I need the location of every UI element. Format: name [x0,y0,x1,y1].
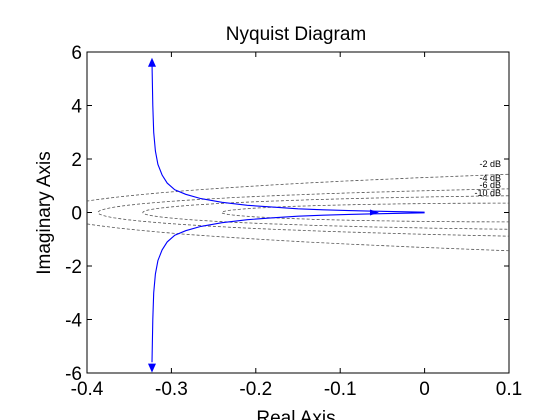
y-tick-label: 6 [71,43,82,64]
y-axis-label: Imaginary Axis [34,151,55,275]
y-tick-label: 4 [71,97,82,118]
chart-title: Nyquist Diagram [226,24,366,45]
axes-box [86,51,510,374]
y-tick-label: -6 [65,364,82,385]
m-circle-group [87,173,509,252]
x-tick-label: -0.3 [155,379,188,400]
nyquist-curve [151,62,425,213]
m-circle-label: -6 dB [479,180,501,190]
x-tick-label: -0.2 [239,379,272,400]
y-tick-label: 2 [71,150,82,171]
nyquist-curve [151,212,425,363]
m-circle-label: -4 dB [479,173,501,183]
x-tick-label: 0 [419,379,430,400]
x-axis-label: Real Axis [256,408,335,420]
x-tick-label: -0.4 [71,379,104,400]
y-tick-label: -4 [65,311,82,332]
y-tick-label: -2 [65,257,82,278]
direction-arrow [147,57,156,67]
m-circle-label: -10 dB [474,188,501,198]
y-tick-label: 0 [71,204,82,225]
x-tick-label: -0.1 [324,379,357,400]
direction-arrow [147,363,156,373]
m-circle [142,195,509,230]
m-circle-label: -2 dB [479,159,501,169]
direction-arrow [369,209,379,216]
plot-area: -0.4 -0.3 -0.2 -0.1 0 0.1 -6 -4 -2 0 2 4 6 -2 dB -4 dB… [65,43,522,400]
x-tick-label: 0.1 [496,379,522,400]
